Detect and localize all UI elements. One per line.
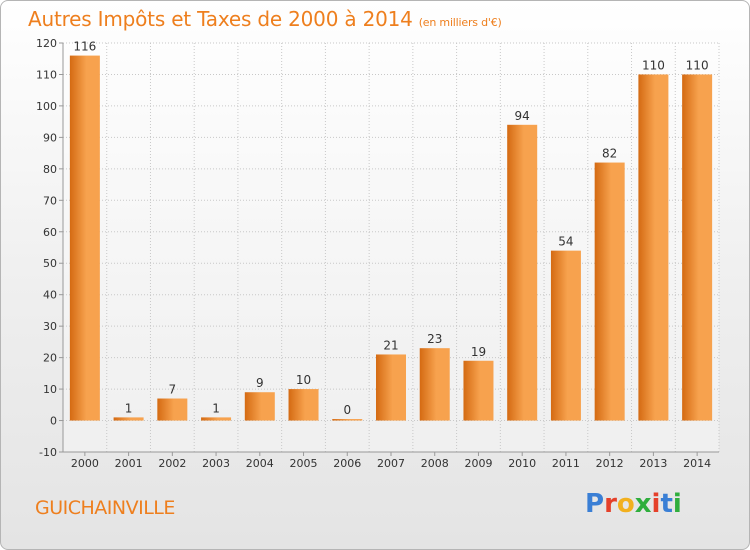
x-tick-label: 2000 (71, 457, 99, 470)
bar (594, 162, 625, 421)
town-name: GUICHAINVILLE (35, 497, 175, 519)
bar (507, 124, 538, 421)
y-tick-label: 0 (50, 415, 57, 428)
x-tick-label: 2008 (421, 457, 449, 470)
bar (376, 354, 406, 421)
logo-letter: x (634, 489, 652, 519)
y-tick-label: 30 (43, 320, 57, 333)
bar (288, 389, 319, 421)
bar (638, 74, 669, 421)
x-tick-label: 2003 (202, 457, 230, 470)
logo-letter: o (616, 489, 635, 519)
bar (201, 417, 232, 421)
bar-value-label: 1 (212, 401, 220, 415)
logo-letter: r (604, 489, 617, 519)
x-tick-label: 2004 (246, 457, 274, 470)
x-tick-label: 2005 (290, 457, 318, 470)
bar (244, 392, 275, 421)
bar-value-label: 94 (515, 109, 530, 123)
proxiti-logo: Proxiti (585, 489, 682, 519)
chart-title-text: Autres Impôts et Taxes de 2000 à 2014 (28, 7, 413, 31)
bar-value-label: 10 (296, 373, 311, 387)
logo-letter: P (585, 489, 605, 519)
bar-value-label: 54 (558, 235, 573, 249)
x-tick-label: 2009 (464, 457, 492, 470)
y-tick-label: 40 (43, 289, 57, 302)
chart-title: Autres Impôts et Taxes de 2000 à 2014 (en… (28, 7, 502, 31)
y-tick-label: 20 (43, 352, 57, 365)
x-tick-label: 2013 (639, 457, 667, 470)
y-tick-label: 80 (43, 163, 57, 176)
y-tick-label: 50 (43, 257, 57, 270)
chart-title-unit: (en milliers d'€) (418, 16, 502, 29)
bar (69, 55, 100, 421)
bar-value-label: 1 (125, 401, 133, 415)
bar-value-label: 82 (602, 147, 617, 161)
bar (332, 419, 363, 421)
bar (550, 250, 581, 421)
bar (682, 74, 713, 421)
y-tick-label: 90 (43, 131, 57, 144)
bar (113, 417, 144, 421)
x-tick-label: 2007 (377, 457, 405, 470)
bar (419, 348, 450, 421)
y-tick-label: -10 (39, 446, 57, 459)
bar-value-label: 110 (686, 58, 709, 72)
bar-value-label: 21 (383, 338, 398, 352)
y-tick-label: 120 (36, 37, 57, 50)
x-tick-label: 2010 (508, 457, 536, 470)
x-tick-label: 2014 (683, 457, 711, 470)
y-tick-label: 110 (36, 68, 57, 81)
bar (463, 360, 494, 421)
bar-value-label: 7 (169, 383, 177, 397)
x-tick-label: 2011 (552, 457, 580, 470)
bar-value-label: 23 (427, 332, 442, 346)
bar-value-label: 116 (73, 40, 96, 54)
bar-value-label: 9 (256, 376, 264, 390)
y-tick-label: 70 (43, 194, 57, 207)
x-tick-label: 2012 (596, 457, 624, 470)
x-tick-label: 2002 (158, 457, 186, 470)
bar-value-label: 110 (642, 58, 665, 72)
x-tick-label: 2001 (115, 457, 143, 470)
logo-letter: i (651, 489, 661, 519)
logo-letter: i (672, 489, 682, 519)
x-tick-label: 2006 (333, 457, 361, 470)
bar-value-label: 0 (343, 403, 351, 417)
bar-value-label: 19 (471, 345, 486, 359)
bar (157, 398, 188, 421)
y-tick-label: 60 (43, 226, 57, 239)
y-tick-label: 10 (43, 383, 57, 396)
logo-letter: t (660, 489, 673, 519)
y-tick-label: 100 (36, 100, 57, 113)
